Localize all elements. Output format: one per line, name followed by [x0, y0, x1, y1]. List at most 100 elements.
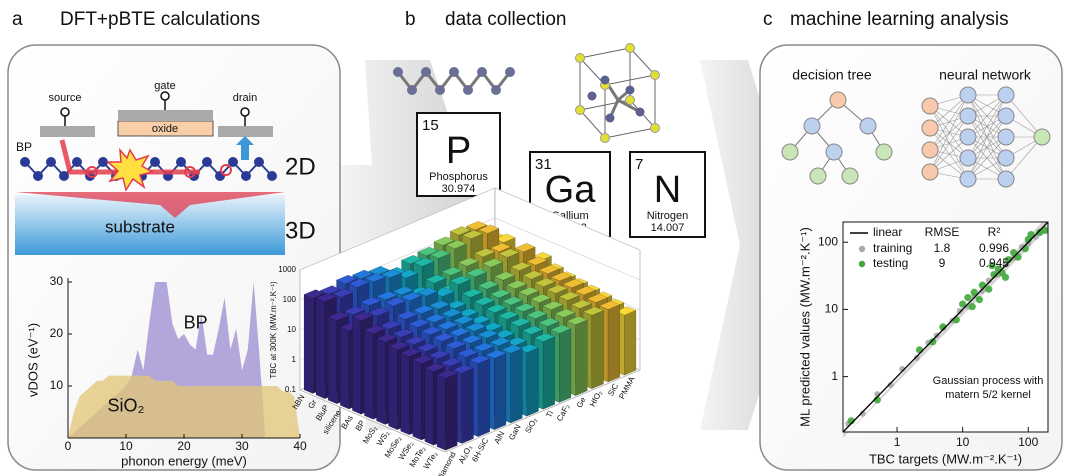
y-tick-label: 0.1: [285, 385, 297, 394]
y-axis-label: ML predicted values (MW.m⁻².K⁻¹): [797, 227, 812, 427]
electrode-label: gate: [154, 80, 175, 92]
nn-node: [998, 108, 1014, 124]
x-tick-label: 10: [119, 439, 133, 453]
bar-side: [559, 329, 571, 403]
bar-side: [364, 330, 373, 419]
crystal-edge: [580, 110, 605, 138]
atom: [651, 71, 660, 80]
panel-title: data collection: [445, 9, 566, 30]
bar-side: [446, 374, 458, 451]
atomic-number: 15: [422, 117, 439, 134]
legend-label: linear: [873, 225, 902, 239]
element-symbol: Ga: [545, 169, 597, 211]
y-tick-label: 100: [818, 234, 838, 248]
series-label: SiO₂: [108, 396, 145, 416]
atom: [435, 85, 445, 95]
bar-side: [608, 305, 620, 382]
bar-side: [437, 375, 446, 451]
x-axis-label: phonon energy (meV): [121, 453, 247, 468]
y-tick-label: 100: [283, 295, 297, 304]
atom: [601, 76, 610, 85]
atom: [576, 106, 585, 115]
legend-r2: 0.996: [979, 241, 1009, 255]
atom: [588, 92, 597, 101]
atom: [72, 157, 82, 167]
y-axis-label: vDOS (eV⁻¹): [25, 323, 40, 397]
element-mass: 30.974: [442, 183, 476, 195]
y-tick-label: 1: [831, 369, 838, 383]
nn-node: [960, 108, 976, 124]
x-tick-label: 40: [293, 439, 307, 453]
atom: [46, 157, 56, 167]
x-axis-label: TBC targets (MW.m⁻².K⁻¹): [869, 451, 1022, 466]
x-tick-label: 100: [1018, 435, 1038, 449]
electrode-label: source: [48, 92, 81, 104]
nn-node: [922, 142, 938, 158]
tree-node: [826, 144, 842, 160]
atom: [267, 171, 277, 181]
bar-side: [413, 360, 422, 440]
atom: [491, 85, 501, 95]
substrate-label: Al₂O₃: [457, 443, 474, 465]
bar-side: [576, 320, 588, 396]
point: [916, 346, 923, 353]
atom: [202, 157, 212, 167]
point: [985, 286, 992, 293]
atom: [463, 85, 473, 95]
element-mass: 14.007: [651, 222, 685, 234]
element-name: Nitrogen: [647, 210, 689, 222]
gate-contact: [118, 110, 213, 120]
atom: [215, 171, 225, 181]
atom: [150, 157, 160, 167]
y-tick-label: 10: [50, 378, 64, 392]
atomic-number: 7: [635, 156, 643, 173]
oxide-label: oxide: [152, 123, 178, 135]
bar-side: [543, 337, 555, 410]
atom: [176, 157, 186, 167]
nn-node: [998, 171, 1014, 187]
y-tick-label: 10: [825, 302, 839, 316]
channel-label: BP: [16, 140, 32, 154]
bar-side: [316, 298, 325, 399]
nn-node: [1034, 129, 1050, 145]
legend-label: training: [873, 241, 912, 255]
bar-side: [425, 368, 434, 445]
nn-node: [922, 120, 938, 136]
atom: [393, 67, 403, 77]
series-label: BP: [184, 312, 208, 332]
nn-node: [960, 150, 976, 166]
substrate-label: substrate: [105, 217, 175, 236]
atom: [626, 44, 635, 53]
tree-node: [860, 118, 876, 134]
annotation: Gaussian process with: [933, 375, 1044, 387]
point: [1002, 274, 1009, 281]
substrate-label: 6H-SiC: [470, 436, 490, 463]
tree-node: [782, 144, 798, 160]
y-tick-label: 30: [50, 274, 64, 288]
model-label: decision tree: [792, 67, 872, 83]
x-tick-label: 10: [956, 435, 970, 449]
point: [979, 282, 986, 289]
bar-side: [624, 310, 636, 375]
substrate-label: diamond: [435, 450, 457, 476]
y-tick-label: 20: [50, 326, 64, 340]
atom: [407, 85, 417, 95]
panel-title: machine learning analysis: [790, 9, 1009, 30]
bar-side: [511, 348, 523, 423]
atom: [59, 171, 69, 181]
x-tick-label: 20: [177, 439, 191, 453]
y-axis-label: TBC at 300K (MW.m⁻².K⁻¹): [269, 281, 278, 379]
element-symbol: N: [654, 169, 681, 211]
substrate-label: Ti: [544, 409, 555, 419]
drain-contact: [218, 126, 273, 137]
atom: [626, 86, 635, 95]
tree-node: [810, 168, 826, 184]
layer-label: 3D: [285, 217, 316, 244]
model-label: neural network: [939, 67, 1032, 83]
crystal-edge: [630, 48, 655, 75]
substrate-label: HfO₂: [588, 389, 604, 409]
tree-node: [830, 92, 846, 108]
legend-label: testing: [873, 256, 908, 270]
nn-node: [960, 87, 976, 103]
nn-node: [922, 164, 938, 180]
